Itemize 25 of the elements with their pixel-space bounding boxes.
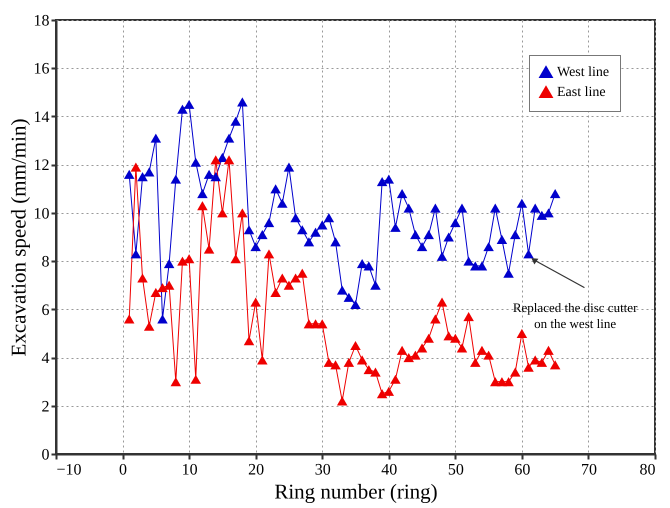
y-tick-label: 12	[34, 157, 50, 174]
y-axis-title: Excavation speed (mm/min)	[6, 118, 30, 356]
y-tick-label: 8	[42, 254, 50, 271]
x-tick-label: 60	[514, 462, 530, 478]
x-tick-label: 50	[448, 462, 464, 478]
y-tick-label: 6	[42, 302, 50, 319]
x-tick-label: 30	[314, 462, 331, 478]
x-tick-label: 20	[248, 462, 264, 478]
x-tick-label: −10	[56, 462, 82, 478]
annotation: Replaced the disc cutter on the west line	[512, 300, 638, 332]
y-tick-label: 0	[42, 446, 50, 464]
y-tick-label: 4	[42, 350, 50, 368]
x-tick-label: 0	[119, 462, 128, 478]
y-tick-label: 14	[34, 108, 50, 126]
y-tick-label: 16	[34, 60, 50, 78]
x-axis-title: Ring number (ring)	[274, 480, 438, 504]
legend-label: West line	[557, 65, 610, 80]
x-tick-label: 80	[640, 462, 656, 478]
y-tick-label: 2	[42, 398, 50, 416]
legend-label: East line	[557, 85, 606, 100]
x-tick-label: 70	[580, 462, 597, 478]
y-tick-label: 10	[34, 205, 50, 222]
y-tick-label: 18	[34, 12, 50, 30]
x-tick-label: 10	[182, 462, 198, 478]
x-tick-label: 40	[381, 462, 398, 478]
